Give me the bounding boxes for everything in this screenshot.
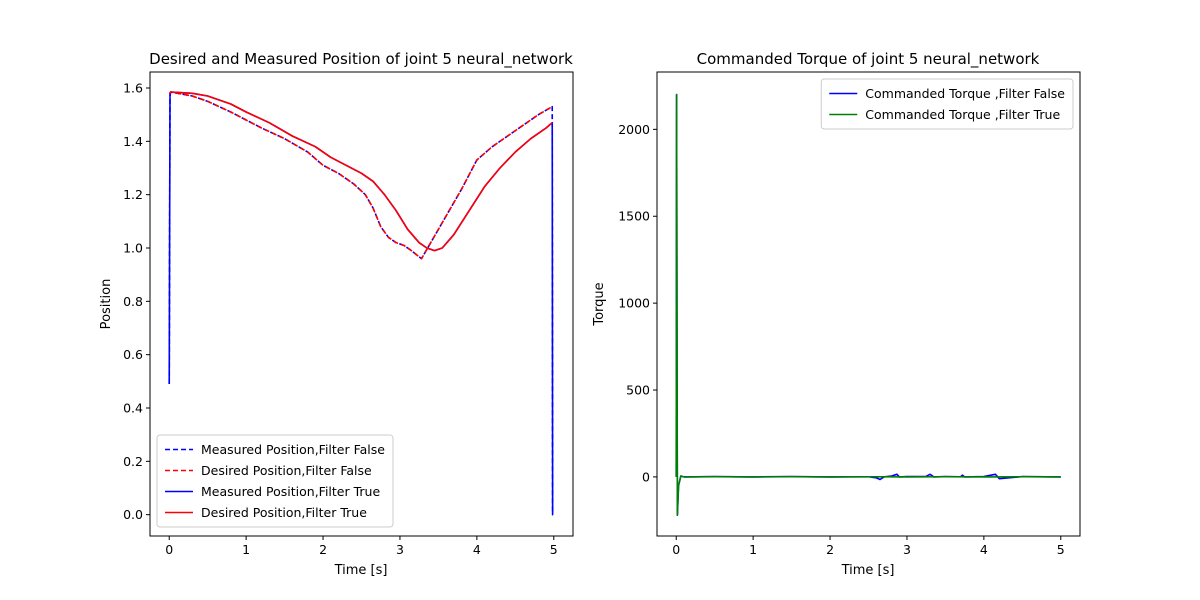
position-legend-label: Measured Position,Filter True	[201, 484, 380, 499]
torque-chart-ylabel: Torque	[592, 282, 607, 326]
torque-x-tick-label: 1	[749, 542, 757, 557]
torque-y-tick-label: 1000	[618, 296, 650, 311]
position-chart-ylabel: Position	[99, 279, 114, 330]
position-y-tick-label: 1.0	[123, 241, 143, 256]
torque-chart: Commanded Torque of joint 5 neural_netwo…	[592, 50, 1081, 578]
position-chart: Desired and Measured Position of joint 5…	[99, 50, 574, 578]
torque-y-tick-label: 1500	[618, 209, 650, 224]
position-series-line-3	[169, 91, 553, 252]
torque-chart-xlabel: Time [s]	[841, 563, 895, 578]
torque-legend-label: Commanded Torque ,Filter False	[865, 86, 1065, 101]
position-y-tick-label: 0.0	[123, 507, 143, 522]
position-chart-plot-area: 0 1 2 3 4 5 0.0 0.2 0.4 0.6 0.8 1.0 1.2 1.4 1.6	[123, 71, 574, 557]
position-series-line-1	[169, 91, 553, 260]
torque-chart-plot-area: 0 1 2 3 4 5 0 500 1000 1500 2000	[618, 71, 1081, 557]
position-x-tick-label: 1	[242, 542, 250, 557]
position-legend-label: Measured Position,Filter False	[201, 442, 385, 457]
torque-x-tick-label: 2	[826, 542, 834, 557]
torque-y-tick-label: 0	[642, 469, 650, 484]
torque-legend-frame	[820, 78, 1074, 130]
torque-chart-title: Commanded Torque of joint 5 neural_netwo…	[697, 50, 1040, 69]
torque-series-line-1	[675, 93, 1061, 516]
position-x-tick-label: 5	[550, 542, 558, 557]
torque-x-tick-label: 5	[1057, 542, 1065, 557]
position-y-tick-label: 0.2	[123, 454, 143, 469]
position-x-tick-label: 4	[473, 542, 481, 557]
torque-y-tick-label: 500	[626, 383, 650, 398]
torque-axes-frame	[656, 71, 1081, 537]
position-x-tick-label: 0	[165, 542, 173, 557]
torque-y-tick-label: 2000	[618, 122, 650, 137]
position-chart-legend: Measured Position,Filter False Desired Po…	[156, 434, 394, 528]
position-y-tick-label: 1.2	[123, 187, 143, 202]
position-y-tick-label: 0.8	[123, 294, 143, 309]
position-y-tick-label: 1.6	[123, 81, 143, 96]
position-legend-frame	[156, 434, 394, 528]
torque-x-tick-label: 3	[903, 542, 911, 557]
position-chart-title: Desired and Measured Position of joint 5…	[149, 50, 573, 69]
position-x-tick-label: 2	[319, 542, 327, 557]
torque-chart-legend: Commanded Torque ,Filter False Commanded …	[820, 78, 1074, 130]
position-axes-frame	[149, 71, 574, 537]
torque-legend-label: Commanded Torque ,Filter True	[865, 107, 1060, 122]
torque-x-tick-label: 4	[980, 542, 988, 557]
position-y-tick-label: 0.4	[123, 401, 143, 416]
position-legend-label: Desired Position,Filter False	[201, 463, 372, 478]
position-x-tick-label: 3	[396, 542, 404, 557]
position-legend-label: Desired Position,Filter True	[201, 505, 367, 520]
position-y-tick-label: 0.6	[123, 347, 143, 362]
torque-x-tick-label: 0	[672, 542, 680, 557]
position-y-tick-label: 1.4	[123, 134, 143, 149]
position-chart-xlabel: Time [s]	[334, 563, 388, 578]
